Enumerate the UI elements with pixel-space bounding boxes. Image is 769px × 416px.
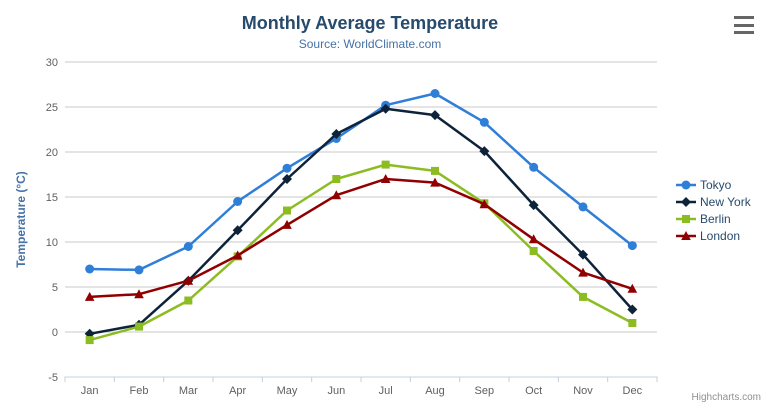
export-menu-button[interactable] xyxy=(731,14,757,36)
marker-diamond-new-york xyxy=(282,174,292,184)
x-axis-label-mar: Mar xyxy=(179,385,198,397)
marker-diamond-new-york xyxy=(479,146,490,157)
marker-triangle-london xyxy=(232,250,243,260)
x-axis-label-jun: Jun xyxy=(327,385,345,397)
marker-circle-tokyo xyxy=(578,202,588,212)
marker-square-berlin xyxy=(579,292,587,301)
marker-square-berlin xyxy=(332,175,341,183)
legend-item-london[interactable]: London xyxy=(676,228,751,243)
x-axis-label-jan: Jan xyxy=(81,385,99,397)
marker-circle-tokyo xyxy=(282,163,292,173)
y-axis-label: 30 xyxy=(46,57,58,69)
marker-diamond-new-york xyxy=(430,110,440,121)
marker-square-berlin xyxy=(431,166,439,175)
legend-marker-square-icon xyxy=(676,214,696,223)
x-axis-label-feb: Feb xyxy=(130,385,149,397)
y-axis-label: 20 xyxy=(46,147,58,159)
y-axis-label: 5 xyxy=(52,282,58,294)
marker-triangle-london xyxy=(183,275,194,285)
legend-item-berlin[interactable]: Berlin xyxy=(676,211,751,226)
marker-diamond-new-york xyxy=(528,200,539,211)
marker-triangle-london xyxy=(479,199,490,209)
credits-link[interactable]: Highcharts.com xyxy=(691,392,761,403)
chart-subtitle: Source: WorldClimate.com xyxy=(298,37,442,51)
marker-circle-tokyo xyxy=(85,264,95,274)
legend-symbol xyxy=(681,180,691,189)
marker-triangle-london xyxy=(84,291,95,301)
marker-square-berlin xyxy=(628,319,637,327)
marker-triangle-london xyxy=(528,234,539,244)
marker-circle-tokyo xyxy=(529,162,539,172)
marker-diamond-new-york xyxy=(578,249,588,260)
marker-diamond-new-york xyxy=(331,129,342,139)
x-axis-label-may: May xyxy=(277,385,298,397)
marker-diamond-new-york xyxy=(627,304,638,315)
hamburger-icon xyxy=(734,31,754,34)
x-axis-label-jul: Jul xyxy=(379,385,393,397)
y-axis-label: 0 xyxy=(52,327,58,339)
x-axis-label-sep: Sep xyxy=(475,385,495,397)
legend-item-tokyo[interactable]: Tokyo xyxy=(676,177,751,192)
series-line-london xyxy=(88,177,634,299)
marker-diamond-new-york xyxy=(380,103,391,114)
legend-symbol xyxy=(681,196,691,207)
legend-label: Tokyo xyxy=(700,177,732,192)
legend-label: Berlin xyxy=(700,211,731,226)
series-new-york xyxy=(84,103,638,339)
x-axis-label-apr: Apr xyxy=(229,385,246,397)
marker-diamond-new-york xyxy=(232,225,243,236)
series-line-new-york xyxy=(88,107,634,336)
legend-marker-diamond-icon xyxy=(676,196,696,207)
marker-triangle-london xyxy=(331,190,342,200)
x-axis-label-nov: Nov xyxy=(573,385,593,397)
y-axis-label: -5 xyxy=(48,372,58,384)
marker-triangle-london xyxy=(578,267,588,277)
y-axis-label: 10 xyxy=(46,237,58,249)
x-axis-label-aug: Aug xyxy=(425,385,445,397)
marker-triangle-london xyxy=(430,177,440,187)
marker-triangle-london xyxy=(134,289,144,299)
legend-marker-triangle-icon xyxy=(676,230,696,240)
marker-circle-tokyo xyxy=(183,242,193,251)
marker-triangle-london xyxy=(380,174,391,183)
marker-circle-tokyo xyxy=(233,197,243,206)
legend-label: London xyxy=(700,228,741,243)
marker-circle-tokyo xyxy=(627,241,637,251)
series-tokyo xyxy=(85,89,637,275)
series-line-tokyo xyxy=(88,92,634,272)
marker-square-berlin xyxy=(381,160,390,169)
hamburger-icon xyxy=(734,23,754,27)
y-axis-label: 15 xyxy=(46,192,58,204)
y-axis-label: 25 xyxy=(46,102,58,114)
hamburger-icon xyxy=(734,16,754,19)
marker-triangle-london xyxy=(282,219,292,229)
legend: Tokyo New York Berlin London xyxy=(676,177,751,243)
legend-symbol xyxy=(682,214,690,223)
legend-symbol xyxy=(681,230,691,240)
series-london xyxy=(84,174,638,301)
series-line-berlin xyxy=(88,163,634,342)
legend-label: New York xyxy=(700,194,751,209)
y-axis-title: Temperature (°C) xyxy=(14,171,28,268)
marker-circle-tokyo xyxy=(134,265,144,275)
marker-square-berlin xyxy=(135,322,143,331)
marker-circle-tokyo xyxy=(430,89,440,98)
marker-square-berlin xyxy=(85,336,94,345)
legend-item-new-york[interactable]: New York xyxy=(676,194,751,209)
legend-marker-circle-icon xyxy=(676,180,696,189)
chart-title: Monthly Average Temperature xyxy=(241,13,499,33)
marker-square-berlin xyxy=(529,247,538,255)
x-axis-label-dec: Dec xyxy=(623,385,643,397)
marker-triangle-london xyxy=(627,283,638,293)
marker-circle-tokyo xyxy=(479,117,489,127)
x-axis-label-oct: Oct xyxy=(525,385,542,397)
marker-square-berlin xyxy=(184,296,193,305)
marker-square-berlin xyxy=(283,206,291,215)
